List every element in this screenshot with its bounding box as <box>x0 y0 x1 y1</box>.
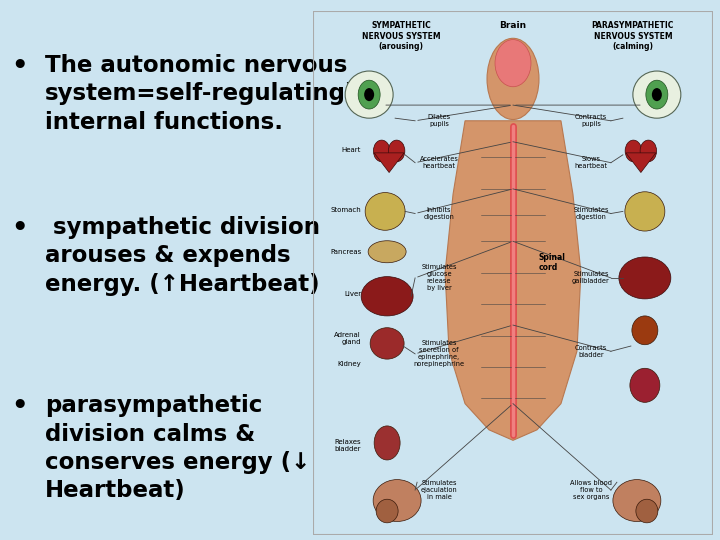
Text: Stimulates
gallbladder: Stimulates gallbladder <box>572 272 610 285</box>
Text: Contracts
pupils: Contracts pupils <box>575 114 607 127</box>
Ellipse shape <box>625 140 642 161</box>
Text: Stimulates
secretion of
epinephrine,
norepinephrine: Stimulates secretion of epinephrine, nor… <box>413 340 464 367</box>
Ellipse shape <box>633 71 681 118</box>
Text: Adrenal
gland: Adrenal gland <box>334 332 361 345</box>
Ellipse shape <box>613 480 661 522</box>
Ellipse shape <box>374 140 390 161</box>
Text: Stimulates
digestion: Stimulates digestion <box>573 207 608 220</box>
Polygon shape <box>626 153 656 172</box>
Ellipse shape <box>632 316 658 345</box>
Ellipse shape <box>373 480 421 522</box>
Text: sympathetic division
arouses & expends
energy. (↑Heartbeat): sympathetic division arouses & expends e… <box>45 216 320 296</box>
Ellipse shape <box>374 426 400 460</box>
Text: Spinal
cord: Spinal cord <box>539 253 566 272</box>
Text: •: • <box>11 216 27 242</box>
Text: Inhibits
digestion: Inhibits digestion <box>423 207 454 220</box>
Ellipse shape <box>652 88 662 101</box>
Text: Slows
heartbeat: Slows heartbeat <box>575 156 608 169</box>
Ellipse shape <box>388 140 405 161</box>
Ellipse shape <box>370 328 404 359</box>
Text: Brain: Brain <box>500 21 526 30</box>
Ellipse shape <box>345 71 393 118</box>
Ellipse shape <box>636 500 658 523</box>
Ellipse shape <box>368 241 406 263</box>
Ellipse shape <box>625 192 665 231</box>
Text: Relaxes
bladder: Relaxes bladder <box>335 439 361 452</box>
Text: Stimulates
ejaculation
in male: Stimulates ejaculation in male <box>420 480 457 500</box>
Ellipse shape <box>365 193 405 230</box>
Polygon shape <box>374 153 404 172</box>
Polygon shape <box>445 121 581 440</box>
Ellipse shape <box>619 257 671 299</box>
Ellipse shape <box>630 368 660 402</box>
Text: •: • <box>11 394 27 420</box>
Ellipse shape <box>361 276 413 316</box>
Ellipse shape <box>487 38 539 119</box>
Ellipse shape <box>646 80 668 109</box>
Text: parasympathetic
division calms &
conserves energy (↓
Heartbeat): parasympathetic division calms & conserv… <box>45 394 310 502</box>
Text: PARASYMPATHETIC
NERVOUS SYSTEM
(calming): PARASYMPATHETIC NERVOUS SYSTEM (calming) <box>592 21 674 51</box>
Text: Pancreas: Pancreas <box>330 249 361 255</box>
Text: SYMPATHETIC
NERVOUS SYSTEM
(arousing): SYMPATHETIC NERVOUS SYSTEM (arousing) <box>361 21 441 51</box>
Ellipse shape <box>364 88 374 101</box>
Ellipse shape <box>376 500 398 523</box>
Text: Accelerates
heartbeat: Accelerates heartbeat <box>420 156 459 169</box>
Text: Stimulates
glucose
release
by liver: Stimulates glucose release by liver <box>421 265 456 292</box>
Text: Dilates
pupils: Dilates pupils <box>428 114 451 127</box>
Text: Stomach: Stomach <box>330 207 361 213</box>
Ellipse shape <box>640 140 657 161</box>
Ellipse shape <box>358 80 380 109</box>
Text: Heart: Heart <box>342 146 361 153</box>
Text: Liver: Liver <box>344 291 361 296</box>
Text: •: • <box>11 54 27 80</box>
Text: Kidney: Kidney <box>338 361 361 367</box>
Ellipse shape <box>495 39 531 87</box>
Text: The autonomic nervous
system=self-regulating)
internal functions.: The autonomic nervous system=self-regula… <box>45 54 356 134</box>
Text: Contracts
bladder: Contracts bladder <box>575 345 607 358</box>
Text: Allows blood
flow to
sex organs: Allows blood flow to sex organs <box>570 480 612 500</box>
